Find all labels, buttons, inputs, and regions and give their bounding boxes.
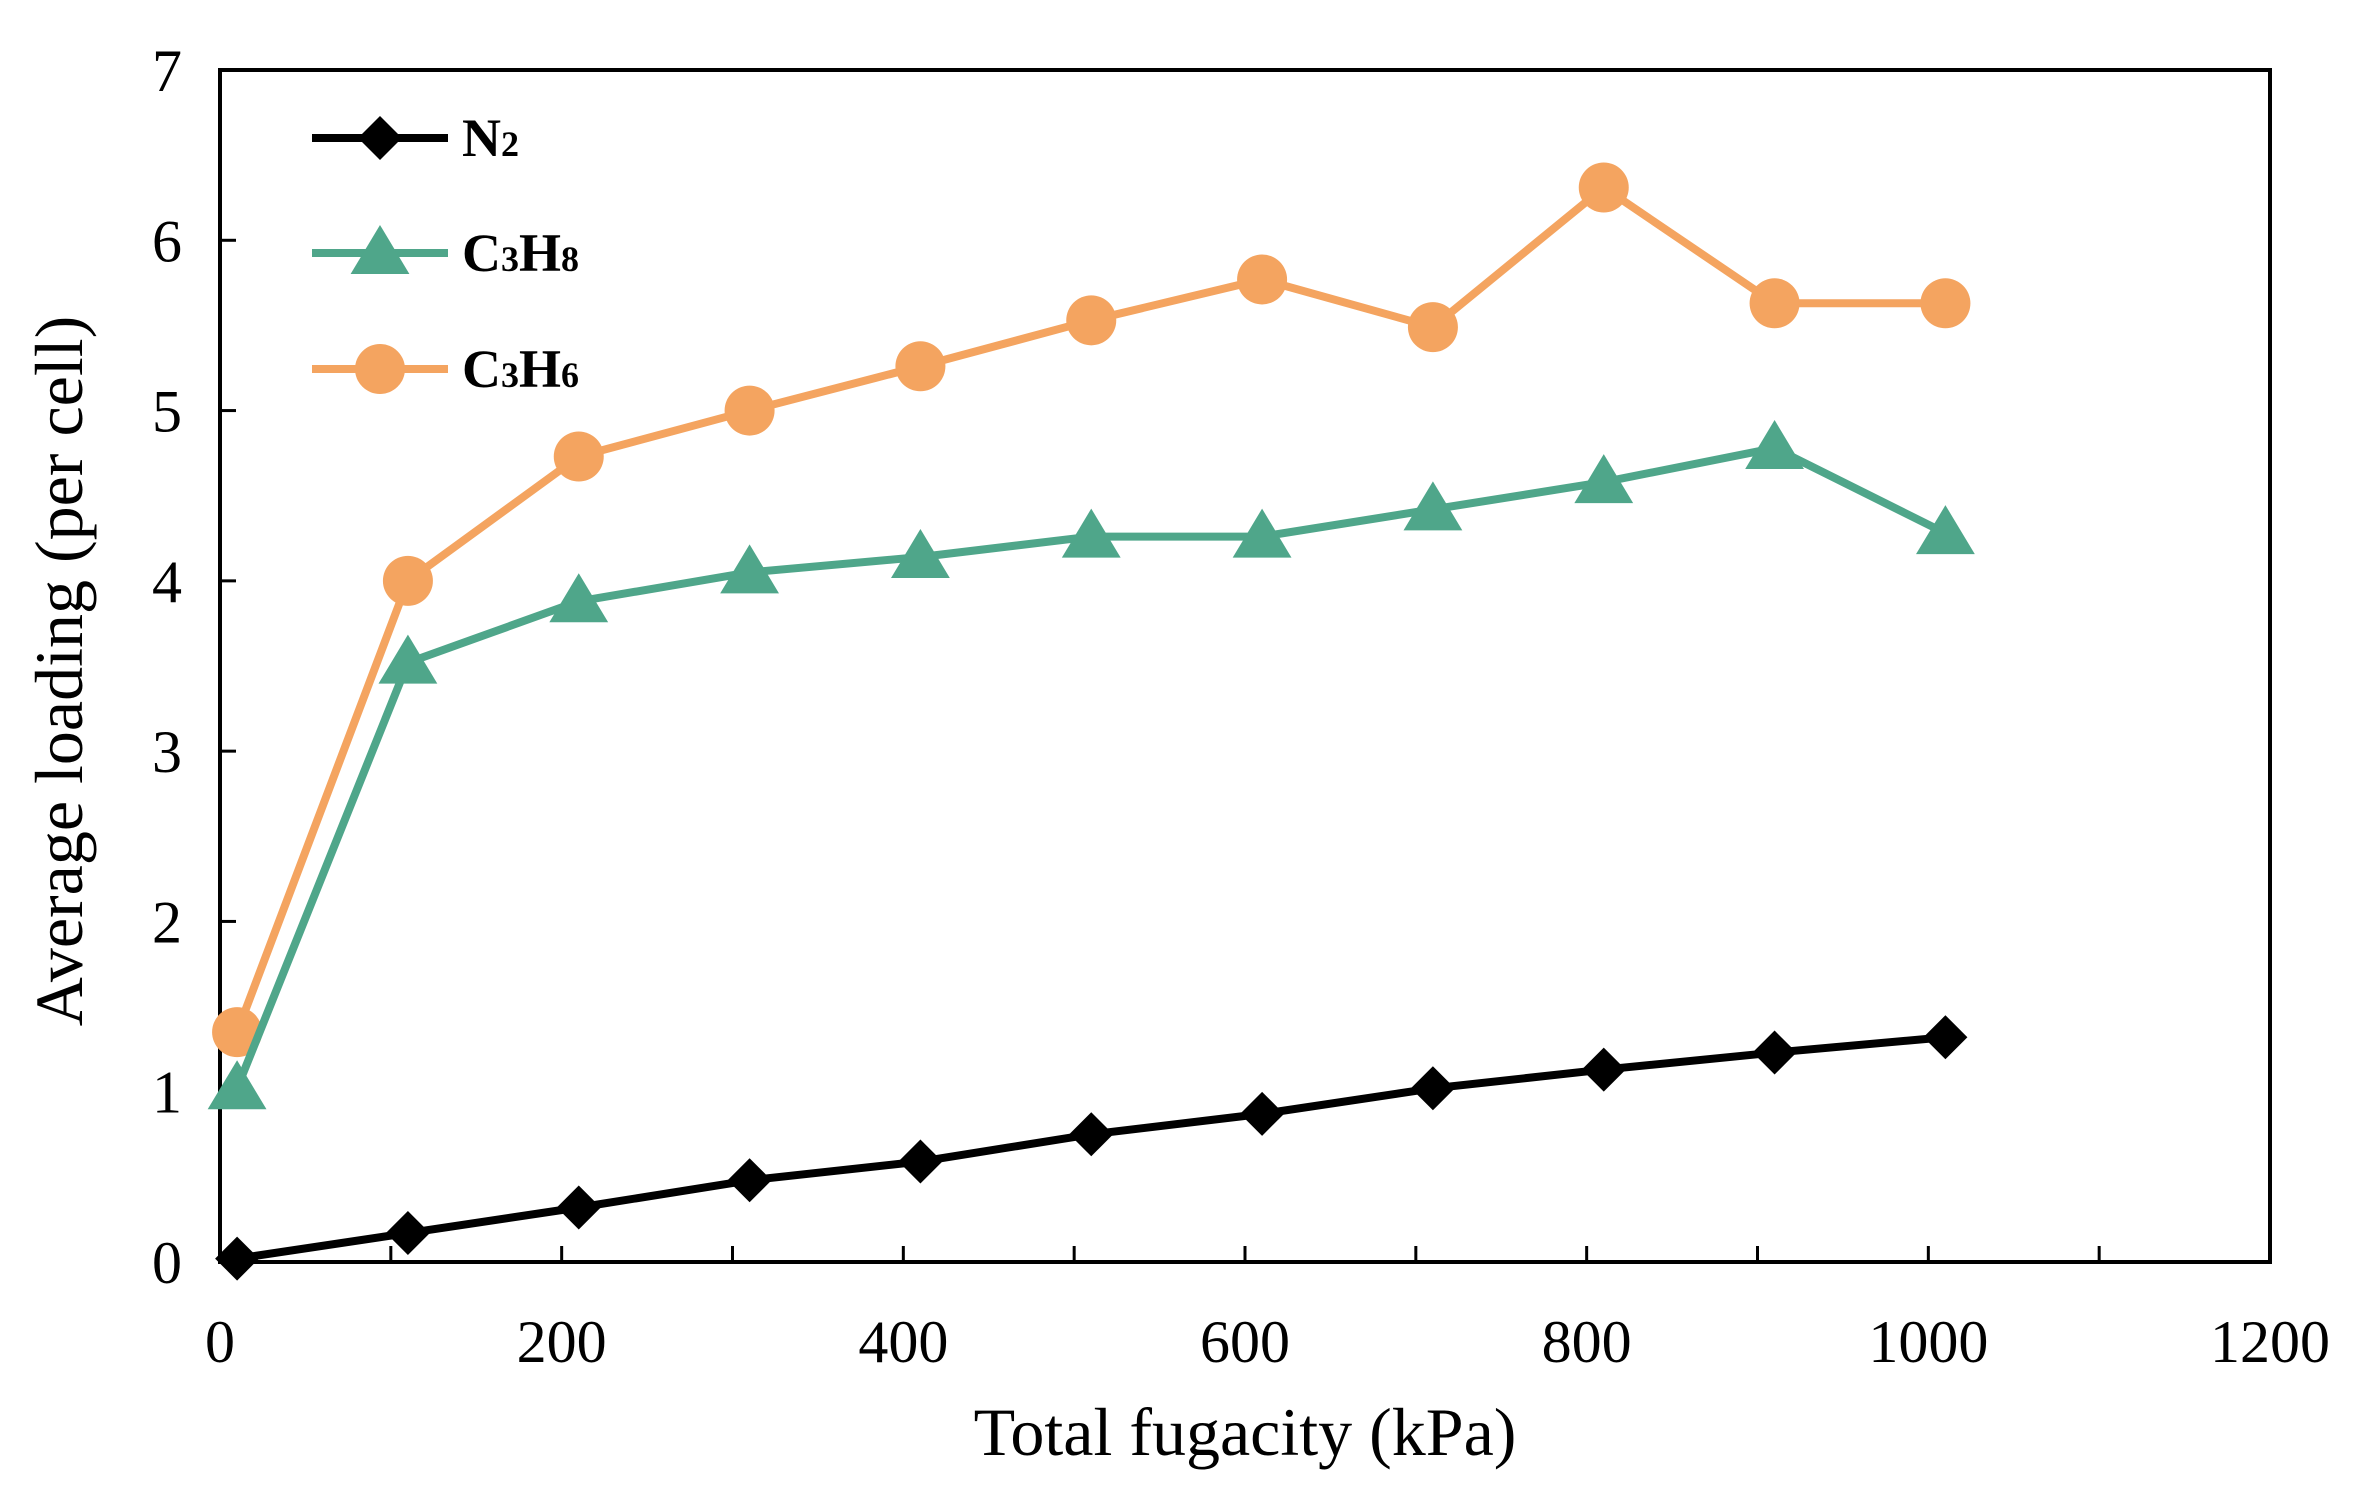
series-layer [207,162,1975,1281]
legend-label-part: 3 [501,239,519,279]
legend-label-part: 8 [561,239,579,279]
data-point-c3h8 [720,544,779,594]
data-point-c3h8 [378,634,438,684]
data-point-c3h8 [549,573,609,623]
legend-label-part: N [462,108,501,168]
legend-label-part: C [462,223,501,283]
legend-marker-triangle-icon [350,225,410,274]
y-tick-label: 5 [152,379,182,445]
data-point-c3h6 [1407,302,1458,353]
legend-label-part: C [462,339,501,399]
legend-label: C3H8 [462,223,579,283]
data-point-c3h8 [1574,454,1634,504]
data-point-n2 [385,1211,430,1256]
data-point-c3h6 [1578,162,1629,213]
data-point-n2 [1581,1047,1626,1092]
data-point-c3h6 [1066,295,1117,346]
data-point-n2 [1069,1112,1114,1157]
data-point-n2 [1923,1015,1968,1060]
x-tick-label: 800 [1542,1309,1632,1375]
y-tick-label: 7 [152,38,182,104]
x-tick-label: 1000 [1868,1309,1988,1375]
data-point-n2 [898,1139,943,1184]
x-tick-label: 1200 [2210,1309,2330,1375]
legend-marker-diamond-icon [358,116,402,160]
data-point-c3h8 [891,529,950,579]
y-axis-title: Average loading (per cell) [21,316,97,1026]
legend-label-part: H [519,223,561,283]
series-n2 [215,1015,1968,1281]
series-c3h6 [212,162,1971,1058]
data-point-n2 [1410,1066,1455,1111]
y-tick-label: 6 [152,208,182,274]
y-tick-label: 3 [152,719,182,785]
data-point-c3h8 [1061,508,1121,558]
data-point-c3h6 [1749,278,1800,329]
legend-label-part: 3 [501,355,519,395]
legend-label: N2 [462,108,519,168]
legend-label: C3H6 [462,339,579,399]
data-point-c3h6 [1920,278,1971,329]
legend-marker-circle-icon [355,344,405,394]
legend-item-n2: N2 [312,108,519,168]
x-axis-title: Total fugacity (kPa) [974,1394,1517,1470]
legend-label-part: H [519,339,561,399]
data-point-n2 [727,1158,772,1203]
series-c3h8 [207,420,1975,1110]
x-axis-ticks: 0 200 400 600 800 1000 1200 [205,1246,2330,1375]
data-point-c3h6 [1237,254,1288,305]
data-point-c3h8 [1916,505,1975,555]
data-point-n2 [556,1185,601,1230]
legend-item-c3h6: C3H6 [312,339,579,399]
data-point-c3h6 [724,385,775,436]
data-point-c3h6 [212,1007,263,1058]
data-point-c3h8 [207,1060,267,1110]
legend-item-c3h8: C3H8 [312,223,579,283]
data-point-n2 [1240,1091,1285,1136]
y-tick-label: 2 [152,889,182,955]
data-point-c3h6 [895,341,946,392]
x-tick-label: 600 [1200,1309,1290,1375]
y-tick-label: 1 [152,1060,182,1126]
data-point-n2 [215,1236,260,1281]
data-point-n2 [1752,1030,1797,1075]
data-point-c3h8 [1745,420,1804,470]
legend-label-part: 6 [561,355,579,395]
data-point-c3h8 [1403,481,1463,531]
x-tick-label: 200 [517,1309,607,1375]
y-tick-label: 0 [152,1230,182,1296]
y-tick-label: 4 [152,549,182,615]
x-tick-label: 0 [205,1309,235,1375]
data-point-c3h8 [1232,508,1292,558]
legend-label-part: 2 [501,124,519,164]
x-tick-label: 400 [858,1309,948,1375]
y-axis-ticks: 0 1 2 3 4 5 6 7 [152,38,236,1296]
data-point-c3h6 [382,555,433,606]
data-point-c3h6 [553,431,604,482]
